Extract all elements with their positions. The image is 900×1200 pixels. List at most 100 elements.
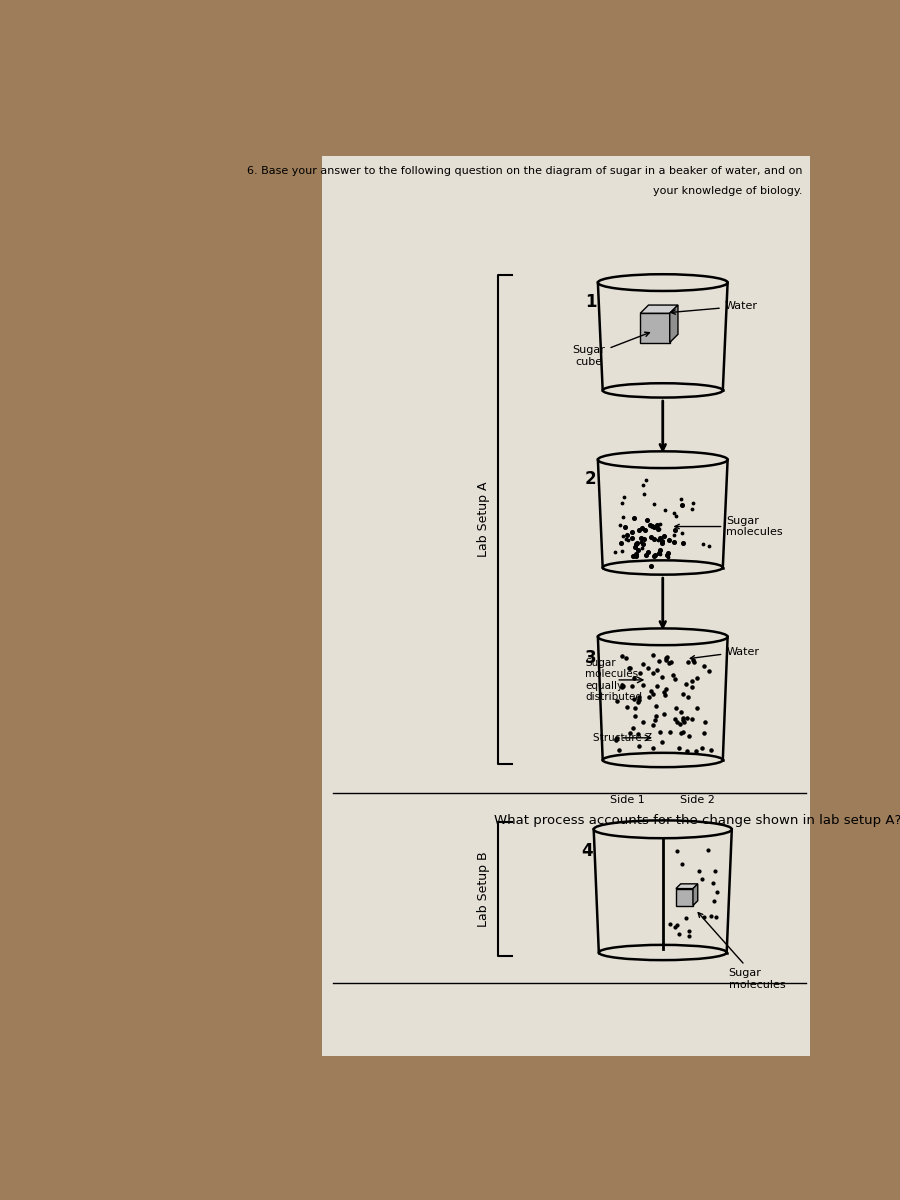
Ellipse shape	[598, 629, 727, 646]
Point	[634, 518, 649, 538]
Point	[618, 649, 633, 668]
Point	[646, 664, 661, 683]
Point	[669, 506, 683, 526]
Point	[698, 724, 712, 743]
Point	[648, 696, 662, 715]
Point	[688, 653, 702, 672]
Point	[644, 682, 659, 701]
Point	[643, 515, 657, 534]
Point	[637, 529, 652, 548]
Point	[685, 671, 699, 690]
Point	[652, 520, 666, 539]
Point	[636, 713, 651, 732]
Point	[662, 654, 677, 673]
Point	[644, 516, 659, 535]
Point	[623, 724, 637, 743]
Point	[652, 652, 667, 671]
Point	[614, 533, 628, 552]
Point	[674, 703, 688, 722]
Point	[638, 520, 652, 539]
Point	[661, 547, 675, 566]
Point	[633, 664, 647, 683]
Point	[682, 926, 697, 946]
Text: Side 1: Side 1	[610, 794, 645, 805]
Point	[625, 523, 639, 542]
Point	[646, 739, 661, 758]
Point	[695, 870, 709, 889]
Point	[679, 908, 693, 928]
Point	[674, 724, 688, 743]
Point	[681, 653, 696, 672]
Point	[676, 709, 690, 728]
Point	[627, 668, 642, 688]
Point	[629, 545, 643, 564]
Bar	[640, 313, 670, 342]
Point	[689, 698, 704, 718]
Point	[608, 542, 623, 562]
Point	[620, 697, 634, 716]
Text: 1: 1	[585, 293, 597, 311]
Ellipse shape	[603, 560, 723, 575]
Point	[658, 685, 672, 704]
Point	[632, 737, 646, 756]
Point	[659, 650, 673, 670]
Point	[650, 660, 664, 679]
Point	[632, 521, 646, 540]
Point	[670, 713, 684, 732]
Text: Sugar
molecules: Sugar molecules	[698, 913, 785, 990]
Point	[627, 698, 642, 718]
Point	[622, 659, 636, 678]
Point	[650, 677, 664, 696]
Point	[629, 535, 643, 554]
Point	[655, 534, 670, 553]
Point	[652, 520, 666, 539]
Point	[680, 708, 694, 727]
Point	[650, 515, 664, 534]
Point	[674, 490, 688, 509]
Ellipse shape	[594, 821, 732, 839]
Point	[652, 514, 667, 533]
Point	[688, 742, 703, 761]
Point	[675, 494, 689, 514]
Point	[626, 547, 640, 566]
Point	[629, 546, 643, 565]
Point	[641, 659, 655, 678]
Point	[697, 907, 711, 926]
Point	[658, 500, 672, 520]
Point	[616, 508, 630, 527]
Point	[685, 499, 699, 518]
Point	[659, 649, 673, 668]
Text: Lab Setup B: Lab Setup B	[477, 851, 490, 926]
Point	[625, 677, 639, 696]
Point	[630, 534, 644, 553]
Point	[655, 532, 670, 551]
Point	[635, 534, 650, 553]
Ellipse shape	[598, 275, 727, 290]
Point	[657, 526, 671, 545]
Point	[609, 730, 624, 749]
Point	[670, 841, 685, 860]
Point	[612, 740, 626, 760]
Point	[666, 665, 680, 684]
Point	[661, 544, 675, 563]
Text: 2: 2	[585, 470, 597, 488]
Point	[628, 707, 643, 726]
Point	[709, 883, 724, 902]
Point	[701, 841, 716, 860]
Point	[668, 710, 682, 730]
Point	[689, 668, 704, 688]
Point	[641, 542, 655, 562]
Point	[663, 914, 678, 934]
Point	[615, 676, 629, 695]
Point	[634, 528, 649, 547]
Point	[708, 907, 723, 926]
Point	[666, 504, 680, 523]
Point	[615, 678, 629, 697]
Point	[671, 924, 686, 943]
Point	[613, 515, 627, 534]
Point	[686, 650, 700, 670]
Point	[681, 726, 696, 745]
Point	[636, 475, 651, 494]
Point	[626, 509, 641, 528]
Point	[659, 680, 673, 700]
